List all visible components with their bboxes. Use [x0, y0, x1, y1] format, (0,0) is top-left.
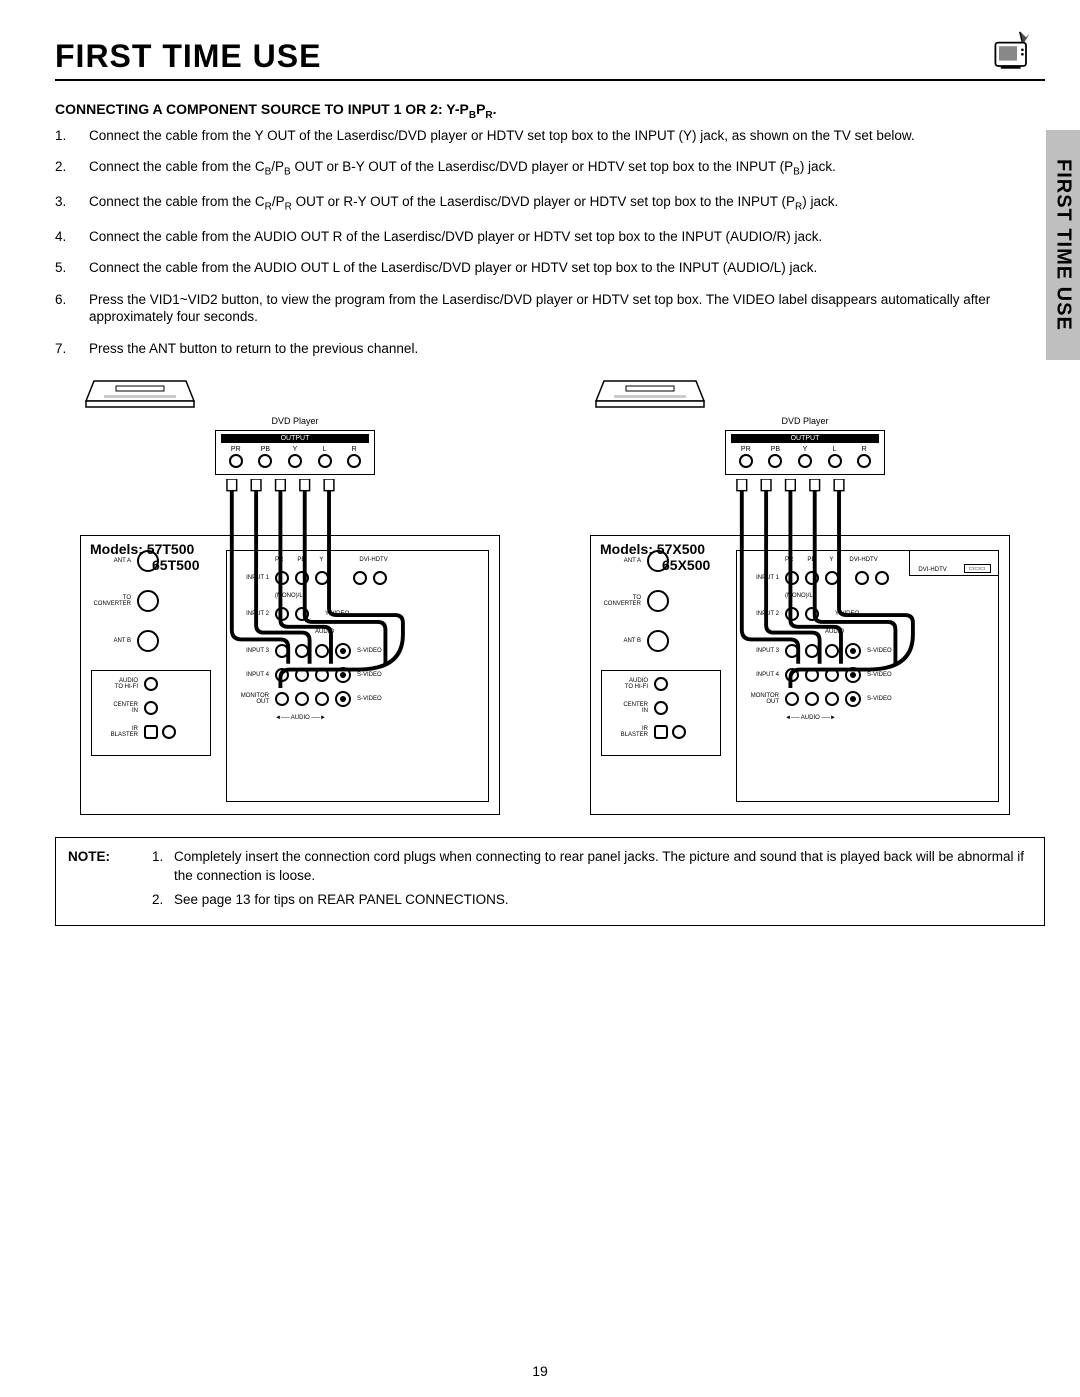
dvd-label: DVD Player: [590, 416, 1020, 426]
output-box: OUTPUT PR PB Y L R: [215, 430, 375, 475]
note-label: NOTE:: [68, 848, 152, 884]
page-number: 19: [0, 1363, 1080, 1379]
output-jack-row: PR PB Y L R: [731, 446, 879, 468]
note-item: NOTE: 1. Completely insert the connectio…: [68, 848, 1032, 884]
tv-setup-icon: [990, 30, 1035, 75]
side-tab-text: FIRST TIME USE: [1052, 159, 1075, 331]
tv-panel-right: ANT A TO CONVERTER ANT B AUDIO TO HI-FI …: [590, 535, 1010, 815]
diagram-right: DVD Player OUTPUT PR PB Y L R Models: 57…: [590, 371, 1020, 815]
dvd-player-icon: [80, 371, 200, 409]
panel-right-box: PRPBYDVI-HDTV INPUT 1 (MONO)/L INPUT 2Y-…: [226, 550, 489, 802]
heading-sub2: R: [485, 110, 492, 121]
output-box: OUTPUT PR PB Y L R: [725, 430, 885, 475]
panel-left-col: ANT A TO CONVERTER ANT B AUDIO TO HI-FI …: [91, 550, 211, 756]
output-title: OUTPUT: [221, 434, 369, 443]
diagrams-row: DVD Player OUTPUT PR PB Y L R Models: 57…: [55, 371, 1045, 815]
instruction-list: 1.Connect the cable from the Y OUT of th…: [55, 127, 1045, 358]
step-item: 4.Connect the cable from the AUDIO OUT R…: [55, 228, 1045, 246]
step-item: 7.Press the ANT button to return to the …: [55, 340, 1045, 358]
heading-mid: P: [476, 101, 485, 117]
heading-prefix: CONNECTING A COMPONENT SOURCE TO INPUT 1…: [55, 101, 469, 117]
note-item: 2. See page 13 for tips on REAR PANEL CO…: [68, 891, 1032, 909]
page-title: FIRST TIME USE: [55, 38, 321, 75]
step-item: 2.Connect the cable from the CB/PB OUT o…: [55, 158, 1045, 179]
header-row: FIRST TIME USE: [55, 30, 1045, 75]
heading-suffix: .: [493, 101, 497, 117]
step-item: 5.Connect the cable from the AUDIO OUT L…: [55, 259, 1045, 277]
panel-left-col: ANT A TO CONVERTER ANT B AUDIO TO HI-FI …: [601, 550, 721, 756]
dvd-label: DVD Player: [80, 416, 510, 426]
section-heading: CONNECTING A COMPONENT SOURCE TO INPUT 1…: [55, 101, 1045, 121]
output-jack-row: PR PB Y L R: [221, 446, 369, 468]
tv-panel-left: ANT A TO CONVERTER ANT B AUDIO TO HI-FI …: [80, 535, 500, 815]
heading-sub1: B: [469, 110, 476, 121]
step-item: 1.Connect the cable from the Y OUT of th…: [55, 127, 1045, 145]
output-title: OUTPUT: [731, 434, 879, 443]
title-rule: [55, 79, 1045, 81]
note-box: NOTE: 1. Completely insert the connectio…: [55, 837, 1045, 926]
step-item: 6.Press the VID1~VID2 button, to view th…: [55, 291, 1045, 326]
dvd-player-icon: [590, 371, 710, 409]
page-content: FIRST TIME USE CONNECTING A COMPONENT SO…: [55, 30, 1045, 926]
side-tab: FIRST TIME USE: [1046, 130, 1080, 360]
diagram-left: DVD Player OUTPUT PR PB Y L R Models: 57…: [80, 371, 510, 815]
panel-right-box: DVI-HDTV▭▭▭ PRPBYDVI-HDTV INPUT 1 (MONO)…: [736, 550, 999, 802]
step-item: 3.Connect the cable from the CR/PR OUT o…: [55, 193, 1045, 214]
